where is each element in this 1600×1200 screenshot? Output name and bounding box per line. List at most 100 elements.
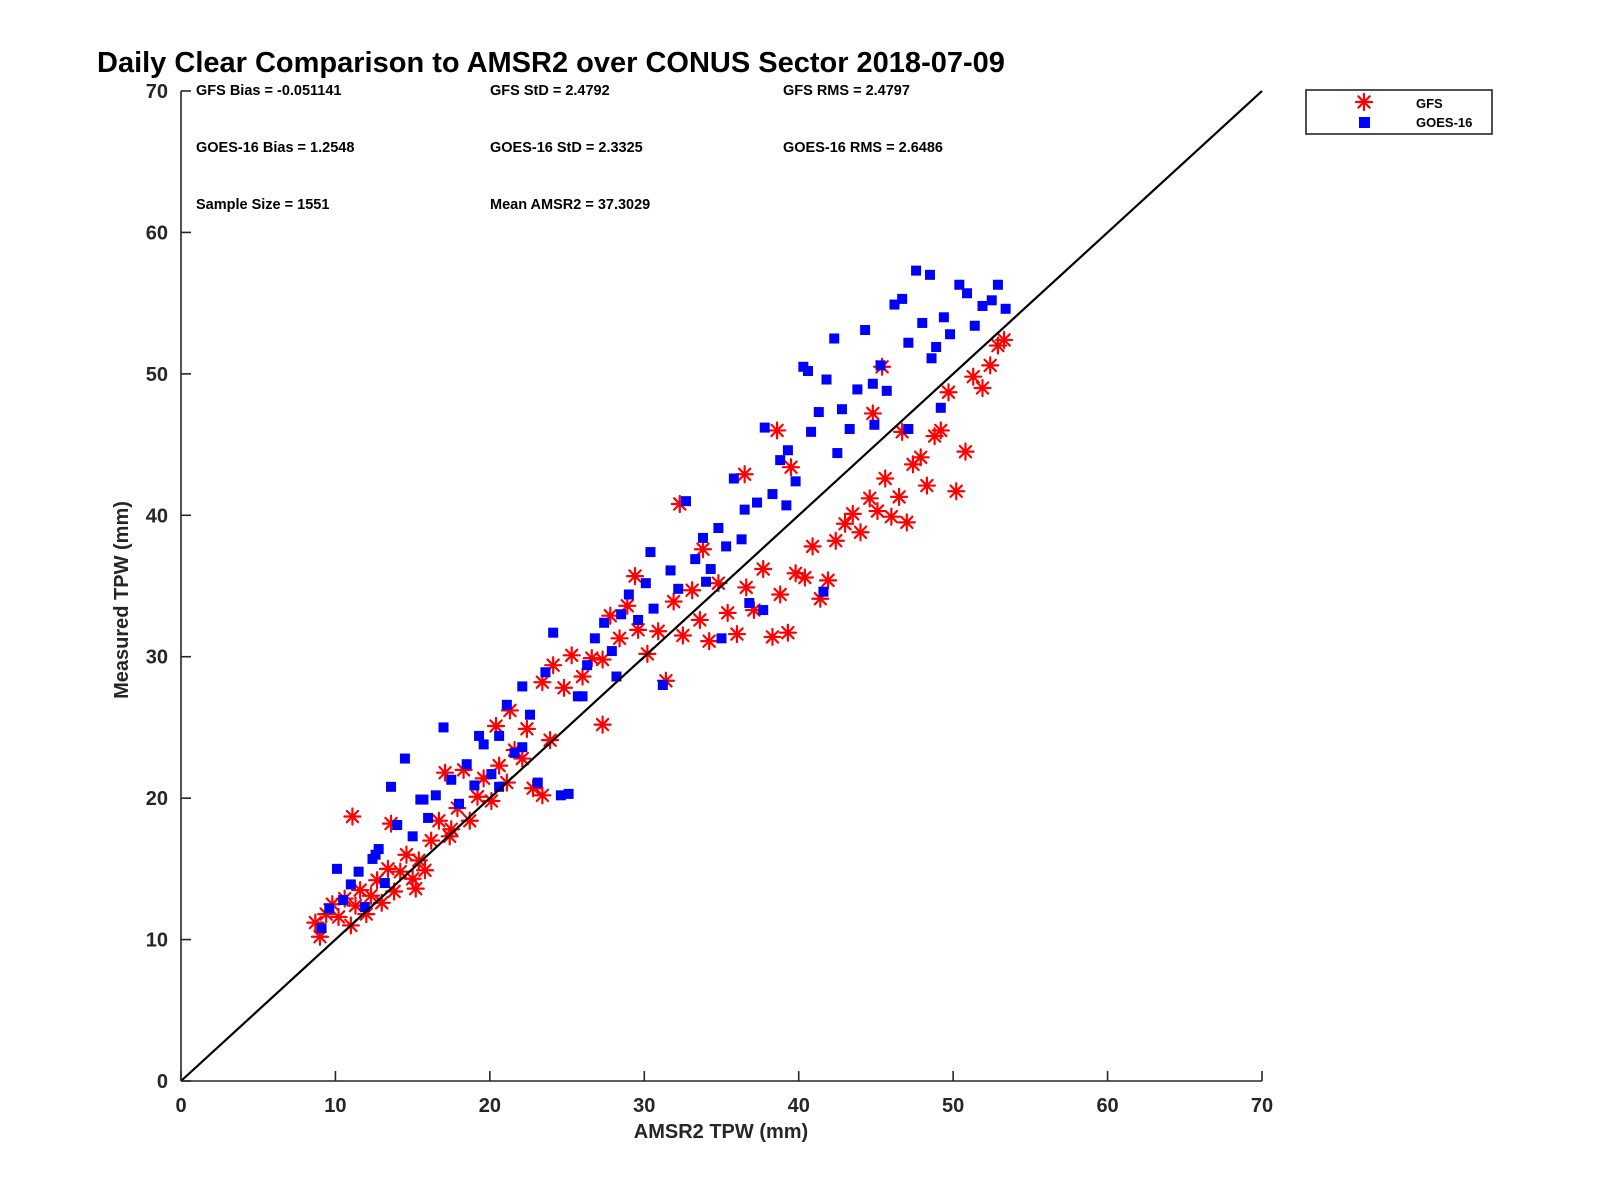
x-tick-label: 30 (633, 1095, 655, 1117)
goes16-point (469, 780, 480, 791)
goes16-point (931, 341, 942, 352)
goes16-point (423, 812, 434, 823)
goes16-point (752, 497, 763, 508)
goes16-point (739, 504, 750, 515)
gfs-point (523, 779, 543, 798)
goes16-point (690, 554, 701, 565)
gfs-point (429, 811, 448, 830)
goes16-point (818, 586, 829, 597)
gfs-point (835, 514, 855, 533)
gfs-point (517, 719, 537, 738)
y-tick-label: 20 (146, 788, 168, 810)
gfs-point (931, 421, 950, 440)
gfs-point (754, 559, 773, 579)
goes16-point (589, 633, 600, 644)
goes16-point (525, 709, 536, 720)
goes16-point (633, 614, 644, 625)
goes16-point (790, 476, 801, 487)
y-tick-label: 50 (146, 364, 168, 386)
goes16-point (697, 532, 708, 543)
goes16-point (673, 583, 684, 594)
one-to-one-line (180, 90, 1263, 1082)
legend-gfs-asterisk (1354, 92, 1374, 112)
gfs-point (897, 513, 916, 532)
goes16-point (517, 681, 528, 692)
gfs-point (981, 356, 1000, 375)
goes16-point (860, 325, 871, 336)
gfs-point (693, 540, 713, 559)
axes: 0 10 20 30 40 50 60 70 0 10 20 30 40 50 60 70 (146, 81, 1273, 1117)
gfs-point (995, 330, 1014, 350)
goes16-point (767, 489, 778, 500)
x-tick-label: 70 (1251, 1095, 1273, 1117)
goes16-point (665, 565, 676, 576)
gfs-point (781, 458, 801, 477)
goes16-point (407, 831, 418, 842)
y-tick-label: 10 (146, 930, 168, 952)
goes16-point (744, 597, 755, 608)
x-axis-label: AMSR2 TPW (mm) (634, 1121, 808, 1143)
goes16-point (728, 473, 739, 484)
goes16-point (881, 385, 892, 396)
x-tick-label: 40 (788, 1095, 810, 1117)
goes16-point (563, 788, 574, 799)
gfs-point (329, 907, 348, 927)
goes16-point (821, 374, 832, 385)
gfs-point (767, 421, 787, 440)
gfs-point (378, 859, 398, 878)
y-ticks: 0 10 20 30 40 50 60 70 (146, 81, 191, 1093)
goes16-point (911, 265, 922, 276)
gfs-std-text: GFS StD = 2.4792 (490, 83, 610, 99)
goes16-point (392, 820, 403, 831)
goes16-point (657, 680, 668, 690)
gfs-point (727, 624, 747, 644)
goes16-point (813, 407, 824, 418)
goes16-point (867, 378, 878, 389)
goes16-point (453, 798, 464, 809)
goes16-point (938, 312, 949, 323)
goes16-point (548, 627, 559, 638)
goes16-point (680, 496, 691, 507)
gfs-point (795, 568, 814, 587)
goes16-point (577, 691, 588, 702)
goes16-point (438, 722, 449, 733)
gfs-point (422, 831, 441, 850)
goes16-point (606, 646, 617, 657)
gfs-point (876, 469, 895, 488)
goes16-series (316, 265, 1011, 934)
goes16-point (532, 777, 543, 788)
goes16-point (430, 790, 441, 801)
y-tick-label: 0 (157, 1071, 168, 1093)
goes16-point (418, 794, 429, 805)
legend-gfs-marker (1354, 92, 1374, 112)
gfs-point (562, 646, 581, 665)
goes16-point (461, 759, 472, 770)
legend: GFS GOES-16 (1305, 89, 1493, 135)
legend-goes16-label: GOES-16 (1416, 115, 1472, 130)
goes16-point (494, 730, 505, 741)
goes16-point (986, 295, 997, 306)
goes16-point (926, 353, 937, 364)
goes16-point (599, 617, 610, 628)
goes16-point (844, 424, 855, 435)
goes16-point (331, 863, 342, 874)
goes16-point (917, 317, 928, 328)
goes16-point (924, 269, 935, 280)
x-tick-label: 0 (175, 1095, 186, 1117)
goes16-point (992, 279, 1003, 290)
y-tick-label: 70 (146, 81, 168, 103)
gfs-point (818, 571, 838, 590)
gfs-point (889, 487, 909, 506)
goes16-point (494, 781, 505, 792)
goes16-point (829, 333, 840, 344)
goes16-point (903, 424, 914, 435)
stats-annotations: GFS Bias = -0.051141 GFS StD = 2.4792 GF… (196, 83, 943, 213)
gfs-point (843, 504, 862, 523)
gfs-point (533, 673, 552, 692)
gfs-point (911, 448, 930, 467)
goes16-point (802, 366, 813, 377)
x-ticks: 0 10 20 30 40 50 60 70 (175, 1071, 1273, 1117)
goes16-point (954, 279, 965, 290)
gfs-point (533, 786, 552, 805)
goes16-point (345, 879, 356, 890)
